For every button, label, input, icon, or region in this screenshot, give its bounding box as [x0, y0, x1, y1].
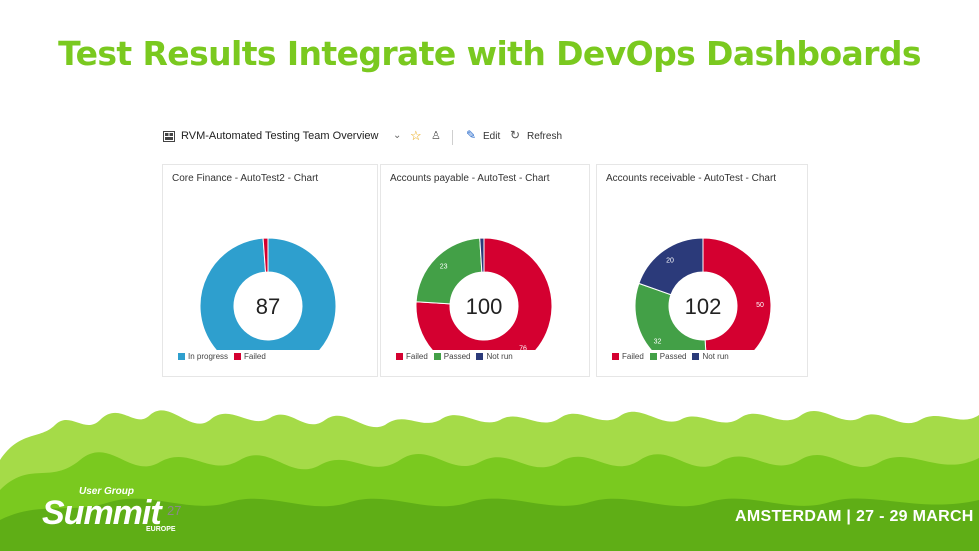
- legend-swatch: [612, 353, 619, 360]
- legend-label: Not run: [702, 352, 729, 361]
- slice-in-progress[interactable]: [199, 237, 337, 350]
- edit-icon[interactable]: ✎: [466, 128, 477, 142]
- legend-label: Failed: [244, 352, 266, 361]
- people-icon[interactable]: ♙: [431, 130, 441, 142]
- slice-not-run[interactable]: [638, 237, 704, 296]
- refresh-icon[interactable]: ↻: [510, 128, 521, 142]
- legend-swatch: [178, 353, 185, 360]
- slide-title: Test Results Integrate with DevOps Dashb…: [58, 34, 921, 73]
- logo-big-text: Summit: [42, 494, 162, 532]
- dashboard-title[interactable]: RVM-Automated Testing Team Overview: [181, 130, 379, 142]
- legend-item-passed[interactable]: Passed: [649, 352, 687, 361]
- slice-failed[interactable]: [415, 237, 553, 350]
- chart-panel-accounts-receivable[interactable]: Accounts receivable - AutoTest - Chart 5…: [596, 164, 808, 377]
- chart-panel-accounts-payable[interactable]: Accounts payable - AutoTest - Chart 76 23…: [380, 164, 590, 377]
- chart-title: Accounts payable - AutoTest - Chart: [390, 173, 550, 184]
- legend-label: Passed: [443, 352, 471, 361]
- toolbar-divider: [452, 130, 453, 145]
- dashboard-icon: [163, 131, 175, 142]
- logo-region-text: EUROPE: [146, 526, 176, 533]
- donut-chart-accounts-payable: 76 23 100: [415, 237, 553, 350]
- chart-title: Accounts receivable - AutoTest - Chart: [606, 173, 777, 184]
- slice-value-label: 20: [666, 257, 674, 264]
- chart-total: 100: [466, 294, 503, 319]
- chart-title: Core Finance - AutoTest2 - Chart: [172, 173, 319, 184]
- event-footer: AMSTERDAM | 27 - 29 MARCH: [735, 508, 974, 525]
- legend-label: In progress: [188, 352, 229, 361]
- legend-swatch: [234, 353, 242, 360]
- page-number: 27: [167, 503, 182, 518]
- slice-not-run[interactable]: [479, 237, 485, 273]
- legend-item-failed[interactable]: Failed: [612, 352, 644, 361]
- slice-value-label: 32: [654, 338, 662, 345]
- chart-legend: In progress Failed: [178, 352, 272, 361]
- star-icon[interactable]: ☆: [410, 128, 422, 143]
- chart-legend: Failed Passed Not run: [396, 352, 519, 361]
- donut-chart-core-finance: 8687: [199, 237, 337, 350]
- tulip-field-background: [0, 410, 979, 551]
- slice-value-label: 76: [519, 346, 527, 350]
- refresh-button[interactable]: Refresh: [527, 131, 563, 142]
- chevron-down-icon[interactable]: ⌄: [393, 130, 402, 141]
- legend-swatch: [649, 353, 657, 360]
- chart-total: 102: [685, 294, 722, 319]
- legend-swatch: [476, 353, 484, 360]
- slice-value-label: 50: [756, 302, 764, 309]
- slice-failed[interactable]: [702, 237, 772, 350]
- edit-button[interactable]: Edit: [483, 131, 501, 142]
- legend-label: Failed: [622, 352, 644, 361]
- chart-total: 87: [256, 294, 280, 319]
- chart-panel-core-finance[interactable]: Core Finance - AutoTest2 - Chart 8687 In…: [162, 164, 378, 377]
- slice-failed[interactable]: [262, 237, 269, 273]
- legend-item-not-run[interactable]: Not run: [692, 352, 729, 361]
- donut-chart-accounts-receivable: 50 32 20 102: [634, 237, 772, 350]
- legend-label: Not run: [486, 352, 513, 361]
- chart-legend: Failed Passed Not run: [612, 352, 735, 361]
- legend-label: Passed: [659, 352, 687, 361]
- legend-label: Failed: [406, 352, 428, 361]
- legend-swatch: [433, 353, 441, 360]
- legend-item-not-run[interactable]: Not run: [476, 352, 513, 361]
- legend-item-failed[interactable]: Failed: [234, 352, 266, 361]
- dashboard-screenshot: RVM-Automated Testing Team Overview ⌄ ☆ …: [160, 122, 810, 377]
- legend-item-passed[interactable]: Passed: [433, 352, 471, 361]
- legend-item-failed[interactable]: Failed: [396, 352, 428, 361]
- legend-item-in-progress[interactable]: In progress: [178, 352, 228, 361]
- logo-small-text: User Group: [79, 486, 135, 497]
- legend-swatch: [396, 353, 403, 360]
- dashboard-toolbar: RVM-Automated Testing Team Overview ⌄ ☆ …: [160, 122, 810, 152]
- slice-passed[interactable]: [634, 282, 707, 350]
- slice-value-label: 23: [440, 264, 448, 271]
- legend-swatch: [692, 353, 700, 360]
